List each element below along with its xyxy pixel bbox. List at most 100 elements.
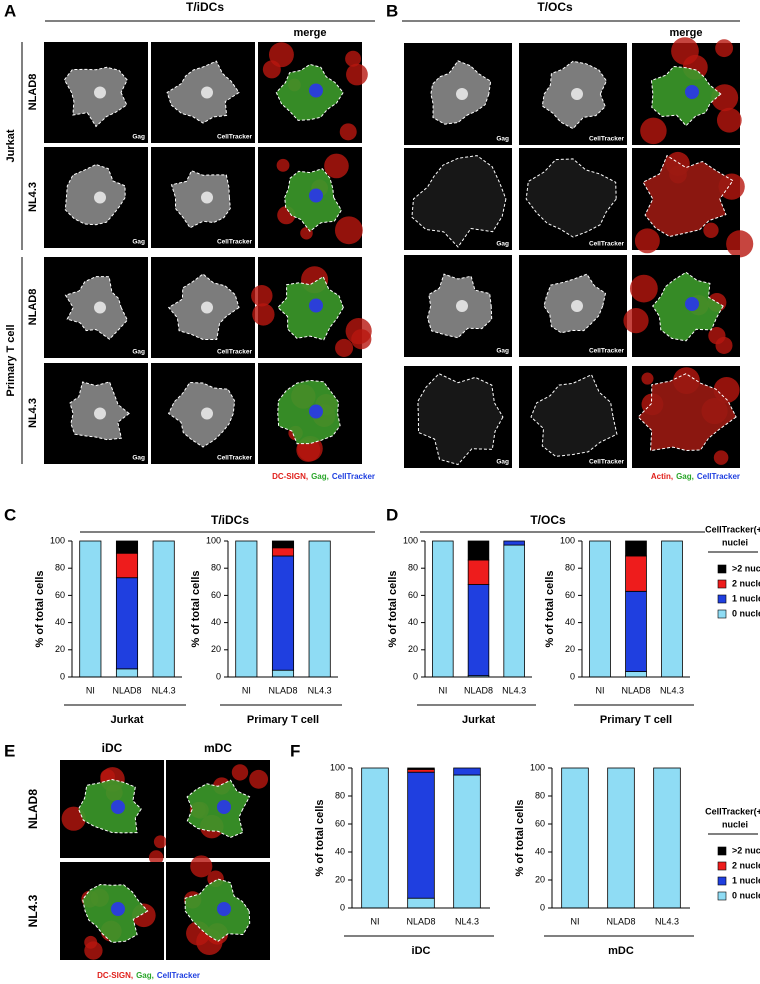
channel-label: Gag (496, 459, 509, 466)
merge-label: merge (669, 27, 702, 39)
red-signal (623, 308, 649, 334)
y-tick-label: 80 (335, 790, 345, 800)
y-tick-label: 20 (565, 644, 575, 654)
channel-label: CellTracker (217, 455, 253, 462)
x-axis-label: Jurkat (110, 714, 143, 726)
legend-swatch (717, 609, 727, 619)
signal (94, 407, 106, 420)
bar-segment (271, 669, 295, 678)
bar-segment (661, 540, 683, 678)
cell-outline (63, 66, 128, 128)
bar-segment (407, 769, 435, 773)
x-tick-label: NI (86, 685, 95, 695)
y-axis-label: % of total cells (387, 570, 399, 647)
signal (94, 191, 106, 204)
red-signal (634, 228, 660, 254)
y-tick-label: 100 (560, 535, 575, 545)
x-tick-label: NLAD8 (464, 685, 493, 695)
red-signal (324, 153, 349, 179)
cell-fill (531, 374, 617, 457)
row-label: NLAD8 (26, 789, 40, 829)
legend-label: 2 nuclei (732, 578, 760, 588)
cell-outline (541, 60, 608, 130)
caption-part: CellTracker (157, 971, 200, 980)
cell-outline (184, 878, 251, 942)
cell-outline (69, 381, 130, 441)
y-tick-label: 0 (340, 902, 345, 912)
y-tick-label: 20 (408, 644, 418, 654)
cell-outline (64, 276, 129, 340)
cell-fill (526, 158, 617, 237)
bar-segment (625, 540, 647, 557)
x-tick-label: NL4.3 (502, 685, 526, 695)
cell-outline (652, 271, 724, 342)
bar-segment (625, 590, 647, 672)
cell-outline (650, 65, 722, 127)
panel-title: T/iDCs (186, 0, 224, 14)
nucleus (217, 902, 231, 916)
channel-label: CellTracker (217, 349, 253, 356)
channel-label: CellTracker (589, 348, 625, 355)
legend-swatch (717, 579, 727, 589)
y-tick-label: 20 (335, 874, 345, 884)
row-label: NL4.3 (27, 398, 39, 428)
red-signal (262, 60, 281, 79)
cell-outline (167, 273, 240, 340)
nucleus (309, 188, 323, 203)
red-signal (641, 372, 654, 385)
cell-fill (417, 373, 503, 465)
x-tick-label: NL4.3 (660, 685, 684, 695)
x-tick-label: NL4.3 (455, 916, 479, 926)
y-tick-label: 100 (206, 535, 221, 545)
bar-segment (152, 540, 175, 678)
x-tick-label: NLAD8 (621, 685, 650, 695)
panel-title: T/OCs (530, 513, 566, 527)
red-signal (335, 338, 354, 357)
cell-fill (638, 373, 737, 451)
y-axis-label: % of total cells (190, 570, 202, 647)
bar-segment (115, 552, 139, 579)
x-axis-label: mDC (608, 945, 634, 957)
y-tick-label: 80 (565, 563, 575, 573)
legend-label: 1 nucleus (732, 593, 760, 603)
panel-letter: E (4, 741, 15, 760)
column-label: iDC (102, 741, 123, 755)
panel-letter: A (4, 1, 16, 20)
bar-segment (308, 540, 331, 678)
y-tick-label: 20 (211, 644, 221, 654)
caption-part: CellTracker (697, 472, 740, 481)
bar-segment (79, 540, 102, 678)
y-tick-label: 80 (408, 563, 418, 573)
legend-title: nuclei (722, 819, 748, 829)
bar-segment (115, 577, 139, 670)
bar-segment (625, 671, 647, 678)
row-label: NL4.3 (27, 182, 39, 212)
bar-segment (503, 540, 525, 546)
channel-label: CellTracker (217, 134, 253, 141)
x-tick-label: NLAD8 (268, 685, 297, 695)
x-tick-label: NLAD8 (606, 916, 635, 926)
y-tick-label: 40 (55, 617, 65, 627)
red-signal (346, 63, 368, 86)
channel-label: CellTracker (589, 241, 625, 248)
nucleus (685, 297, 699, 311)
y-tick-label: 40 (335, 846, 345, 856)
red-signal (153, 835, 167, 849)
cell-fill (643, 155, 733, 237)
signal (456, 300, 468, 312)
bar-segment (407, 767, 435, 770)
bar-segment (271, 547, 295, 557)
y-tick-label: 0 (413, 671, 418, 681)
bar-segment (432, 540, 454, 678)
bar-segment (453, 767, 481, 776)
y-tick-label: 40 (565, 617, 575, 627)
x-tick-label: NLAD8 (112, 685, 141, 695)
bar-segment (361, 767, 389, 909)
channel-label: CellTracker (217, 239, 253, 246)
caption: Actin, Gag, CellTracker (651, 472, 740, 481)
y-tick-label: 60 (335, 818, 345, 828)
bar-segment (115, 668, 139, 678)
bar-segment (467, 559, 490, 585)
y-tick-label: 0 (60, 671, 65, 681)
